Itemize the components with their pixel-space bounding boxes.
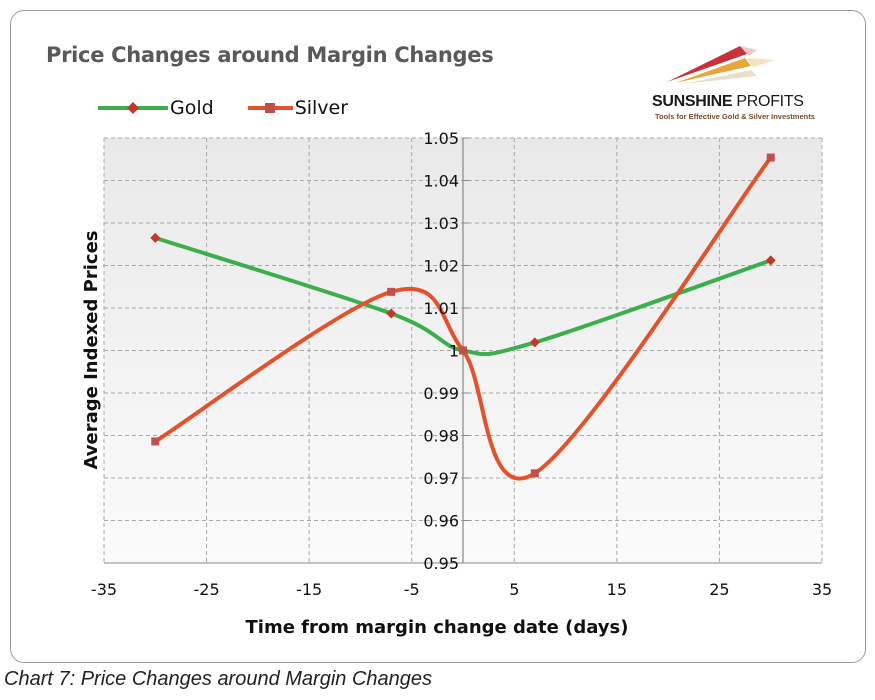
y-tick-label: 0.97 — [423, 469, 459, 488]
y-tick-label: 1.04 — [423, 172, 459, 191]
legend: Gold Silver — [98, 97, 348, 119]
legend-item-silver: Silver — [247, 97, 349, 119]
y-tick-label: 1.03 — [423, 214, 459, 233]
silver-point — [530, 469, 539, 478]
logo-brand-light: PROFITS — [732, 93, 804, 110]
gold-point — [529, 337, 540, 348]
gold-legend-marker — [98, 102, 168, 114]
x-tick-label: -25 — [194, 580, 220, 599]
y-tick-label: 1.01 — [423, 299, 459, 318]
figure-caption: Chart 7: Price Changes around Margin Cha… — [4, 668, 433, 690]
legend-label-gold: Gold — [170, 97, 214, 119]
legend-label-silver: Silver — [294, 97, 349, 119]
y-tick-label: 0.95 — [423, 554, 459, 573]
silver-point — [459, 346, 467, 355]
y-tick-label: 1 — [449, 342, 459, 361]
sunshine-profits-logo-rays — [667, 46, 775, 84]
y-tick-label: 1.05 — [423, 129, 459, 148]
legend-item-gold: Gold — [98, 97, 214, 119]
logo-tagline: Tools for Effective Gold & Silver Invest… — [655, 112, 815, 121]
silver-legend-marker — [247, 103, 293, 113]
x-tick-label: 35 — [812, 580, 832, 599]
silver-point — [387, 287, 396, 296]
silver-line — [153, 155, 773, 481]
tick-labels: 0.95 0.96 0.97 0.98 0.99 1 1.01 1.02 1.03 1.04 1.0… — [91, 129, 832, 599]
gold-point — [386, 308, 397, 319]
y-tick-label: 0.99 — [423, 384, 459, 403]
silver-point — [766, 153, 775, 162]
x-tick-label: -35 — [91, 580, 117, 599]
logo-brand: SUNSHINE PROFITS — [652, 93, 804, 111]
x-tick-label: -5 — [404, 580, 420, 599]
y-axis-label: Average Indexed Prices — [81, 230, 102, 469]
x-axis-label: Time from margin change date (days) — [246, 617, 629, 638]
y-tick-label: 1.02 — [423, 257, 459, 276]
y-tick-label: 0.96 — [423, 512, 459, 531]
gold-point — [765, 255, 776, 266]
y-tick-label: 0.98 — [423, 427, 459, 446]
chart-title: Price Changes around Margin Changes — [46, 43, 494, 67]
x-tick-label: 25 — [709, 580, 729, 599]
x-tick-label: 5 — [509, 580, 519, 599]
logo-brand-bold: SUNSHINE — [652, 93, 733, 110]
silver-point — [151, 437, 160, 446]
x-tick-label: -15 — [296, 580, 322, 599]
gold-point — [150, 232, 161, 243]
series-lines — [150, 153, 776, 481]
x-tick-label: 15 — [607, 580, 627, 599]
